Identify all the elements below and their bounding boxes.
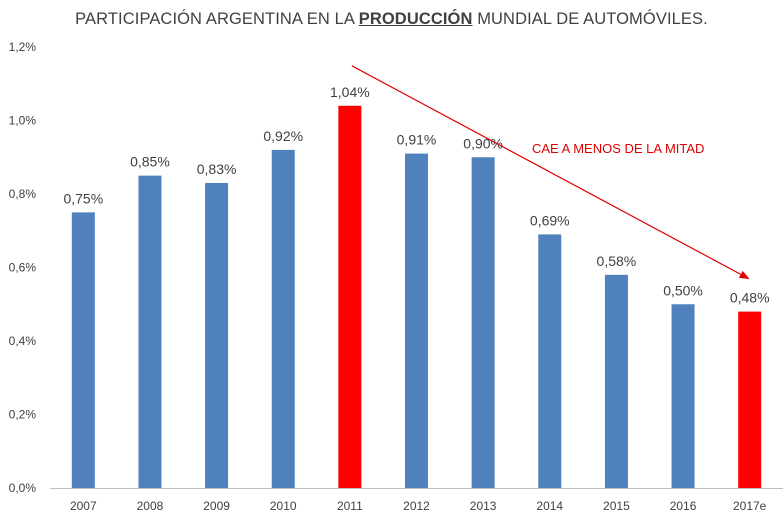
x-tick-label: 2011 xyxy=(337,499,363,513)
data-label-2015: 0,58% xyxy=(597,253,637,269)
y-tick-label: 1,2% xyxy=(9,40,37,54)
data-label-2008: 0,85% xyxy=(130,154,170,170)
data-label-2017e: 0,48% xyxy=(730,290,770,306)
data-label-2009: 0,83% xyxy=(197,161,237,177)
data-label-2010: 0,92% xyxy=(263,128,303,144)
y-tick-label: 0,0% xyxy=(9,481,37,495)
bar-2013 xyxy=(471,157,495,488)
bars xyxy=(71,105,762,489)
y-tick-label: 0,2% xyxy=(9,408,37,422)
bar-2012 xyxy=(405,153,428,488)
x-tick-label: 2017e xyxy=(733,499,767,513)
bar-2009 xyxy=(205,182,229,488)
bar-2007 xyxy=(71,212,95,488)
title-highlight: PRODUCCIÓN xyxy=(358,10,473,28)
x-tick-label: 2013 xyxy=(470,499,497,513)
data-labels: 0,75% 0,85% 0,83% 0,92% 1,04% 0,91% 0,90% 0,69%… xyxy=(63,84,769,306)
y-tick-label: 0,8% xyxy=(9,187,37,201)
data-label-2007: 0,75% xyxy=(63,190,103,206)
x-tick-label: 2010 xyxy=(270,499,297,513)
chart-title: PARTICIPACIÓN ARGENTINA EN LA PRODUCCIÓN… xyxy=(0,10,783,29)
bar-2008 xyxy=(138,175,162,488)
y-axis-labels: 0,0% 0,2% 0,4% 0,6% 0,8% 1,0% 1,2% xyxy=(9,40,37,495)
x-tick-label: 2014 xyxy=(536,499,563,513)
title-suffix: MUNDIAL DE AUTOMÓVILES. xyxy=(472,10,708,28)
title-prefix: PARTICIPACIÓN ARGENTINA EN LA xyxy=(75,10,359,28)
bar-2011 xyxy=(338,105,362,489)
bar-2017e xyxy=(738,311,762,488)
bar-2010 xyxy=(271,149,295,488)
y-tick-label: 0,4% xyxy=(9,334,37,348)
data-label-2012: 0,91% xyxy=(397,132,437,148)
annotation-text: CAE A MENOS DE LA MITAD xyxy=(532,141,704,156)
x-tick-label: 2016 xyxy=(670,499,697,513)
bar-2015 xyxy=(604,274,628,488)
x-tick-label: 2015 xyxy=(603,499,630,513)
x-tick-label: 2008 xyxy=(137,499,164,513)
trend-arrow xyxy=(351,65,750,280)
data-label-2014: 0,69% xyxy=(530,212,570,228)
bar-2016 xyxy=(671,304,695,488)
bar-2014 xyxy=(538,234,562,488)
y-tick-label: 0,6% xyxy=(9,261,37,275)
y-tick-label: 1,0% xyxy=(9,114,37,128)
x-tick-label: 2012 xyxy=(403,499,430,513)
data-label-2016: 0,50% xyxy=(663,282,703,298)
x-tick-label: 2007 xyxy=(70,499,97,513)
data-label-2013: 0,90% xyxy=(463,135,503,151)
x-axis-labels: 2007 2008 2009 2010 2011 2012 2013 2014 2015 2016… xyxy=(70,499,767,513)
x-tick-label: 2009 xyxy=(203,499,230,513)
data-label-2011: 1,04% xyxy=(330,84,370,100)
